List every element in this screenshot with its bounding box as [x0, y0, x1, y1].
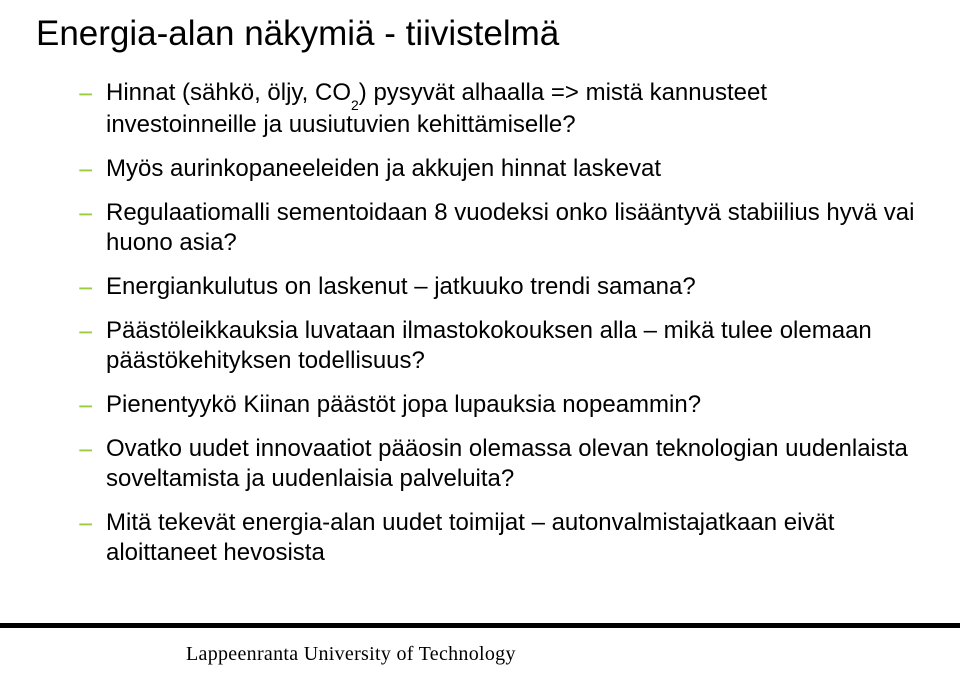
list-item: Mitä tekevät energia-alan uudet toimijat… [78, 508, 924, 568]
page-title: Energia-alan näkymiä - tiivistelmä [36, 14, 924, 54]
bullet-list: Hinnat (sähkö, öljy, CO2) pysyvät alhaal… [36, 78, 924, 568]
bullet-text: Ovatko uudet innovaatiot pääosin olemass… [106, 435, 908, 492]
list-item: Hinnat (sähkö, öljy, CO2) pysyvät alhaal… [78, 78, 924, 140]
bullet-text: Pienentyykö Kiinan päästöt jopa lupauksi… [106, 391, 701, 418]
list-item: Päästöleikkauksia luvataan ilmastokokouk… [78, 316, 924, 376]
list-item: Pienentyykö Kiinan päästöt jopa lupauksi… [78, 390, 924, 420]
list-item: Myös aurinkopaneeleiden ja akkujen hinna… [78, 154, 924, 184]
footer-divider [0, 623, 960, 628]
list-item: Energiankulutus on laskenut – jatkuuko t… [78, 272, 924, 302]
bullet-text: Regulaatiomalli sementoidaan 8 vuodeksi … [106, 199, 914, 256]
bullet-subscript: 2 [351, 97, 359, 113]
list-item: Regulaatiomalli sementoidaan 8 vuodeksi … [78, 198, 924, 258]
bullet-text-pre: Hinnat (sähkö, öljy, CO [106, 79, 351, 106]
title-text: Energia-alan näkymiä - tiivistelmä [36, 14, 559, 53]
footer-label: Lappeenranta University of Technology [186, 643, 516, 666]
bullet-text: Päästöleikkauksia luvataan ilmastokokouk… [106, 317, 872, 374]
slide: Energia-alan näkymiä - tiivistelmä Hinna… [0, 0, 960, 684]
list-item: Ovatko uudet innovaatiot pääosin olemass… [78, 434, 924, 494]
bullet-text: Myös aurinkopaneeleiden ja akkujen hinna… [106, 155, 661, 182]
bullet-text: Mitä tekevät energia-alan uudet toimijat… [106, 509, 834, 566]
bullet-text: Energiankulutus on laskenut – jatkuuko t… [106, 273, 696, 300]
